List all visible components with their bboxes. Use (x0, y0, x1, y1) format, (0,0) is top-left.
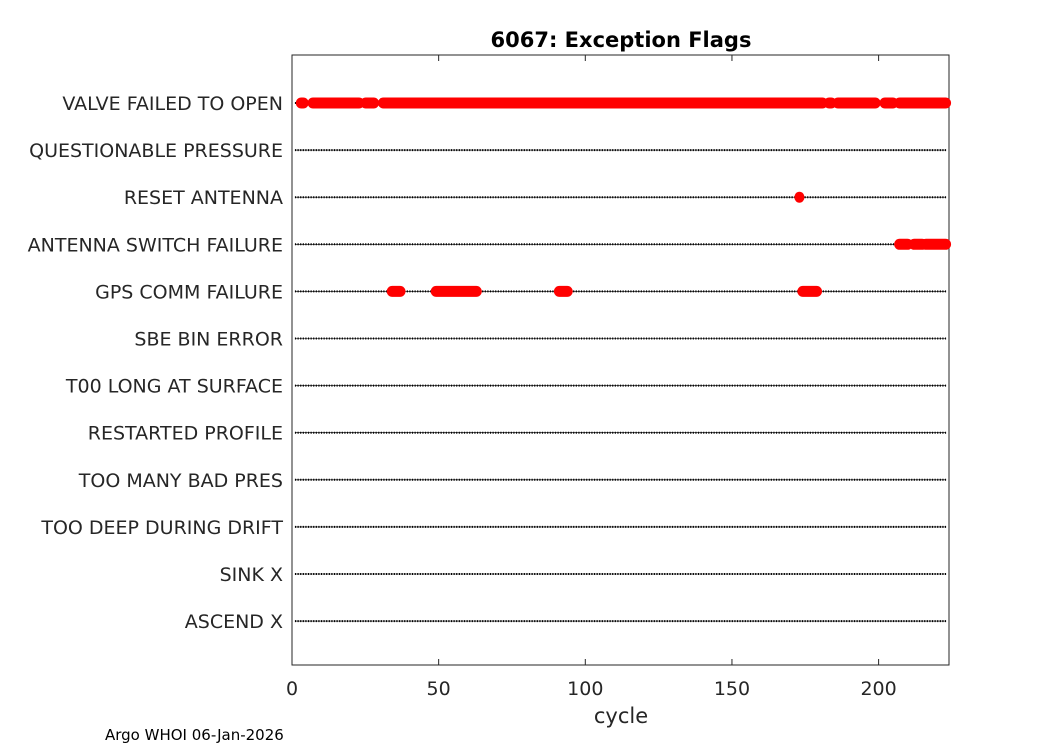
y-category-label: SBE BIN ERROR (134, 329, 283, 351)
y-category-label: RESTARTED PROFILE (88, 423, 283, 445)
exception-flag-points (295, 97, 309, 109)
exception-flag-points (894, 97, 952, 109)
exception-flag-points (553, 285, 573, 297)
y-category-label: RESET ANTENNA (124, 187, 283, 209)
y-category-label: SINK X (220, 564, 283, 586)
credit-footer: Argo WHOI 06-Jan-2026 (105, 726, 284, 744)
exception-flag-points (307, 97, 365, 109)
y-category-label: ANTENNA SWITCH FAILURE (28, 234, 283, 256)
y-category-label: TOO DEEP DURING DRIFT (40, 517, 283, 539)
exception-flag-points (430, 285, 482, 297)
exception-flag-points (386, 285, 406, 297)
y-category-label: T00 LONG AT SURFACE (65, 376, 283, 398)
x-tick-label: 150 (714, 678, 750, 700)
exception-flag-points (894, 238, 913, 250)
x-tick-label: 100 (567, 678, 603, 700)
x-tick-label: 0 (286, 678, 298, 700)
y-category-label: QUESTIONABLE PRESSURE (29, 140, 283, 162)
chart-title: 6067: Exception Flags (491, 28, 752, 52)
y-category-label: TOO MANY BAD PRES (78, 470, 283, 492)
exception-flag-points (832, 97, 881, 109)
exception-flag-points (377, 97, 828, 109)
exception-flag-points (794, 191, 805, 203)
exception-flag-points (360, 97, 380, 109)
exception-flag-points (920, 238, 952, 250)
x-tick-label: 200 (860, 678, 896, 700)
plot-area-frame (291, 54, 950, 666)
y-category-label: ASCEND X (185, 611, 283, 633)
y-category-label: VALVE FAILED TO OPEN (62, 93, 283, 115)
x-axis-label: cycle (594, 704, 648, 728)
exception-flag-points (879, 97, 899, 109)
x-tick-label: 50 (427, 678, 451, 700)
exception-flag-points (797, 285, 823, 297)
y-category-label: GPS COMM FAILURE (95, 281, 283, 303)
